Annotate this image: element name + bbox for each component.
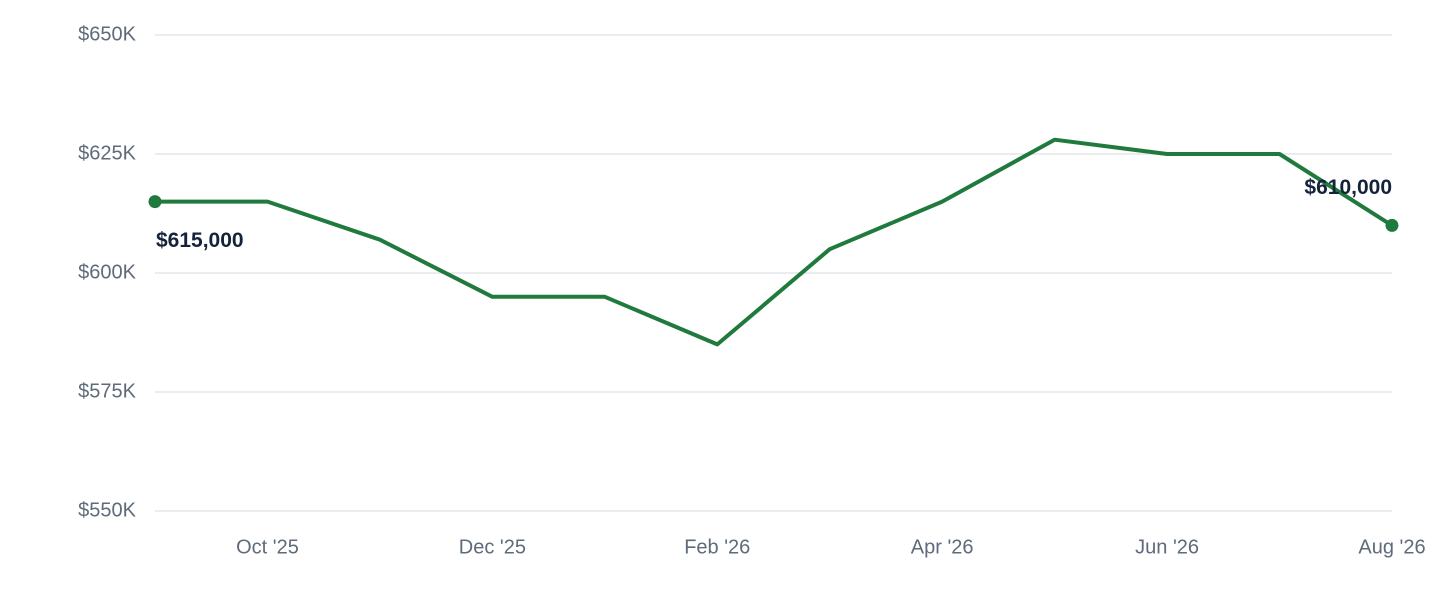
end-marker [1385,218,1399,232]
y-tick-label: $600K [78,261,136,283]
y-tick-label: $575K [78,380,136,402]
end-marker [148,195,162,209]
y-tick-label: $625K [78,142,136,164]
x-tick-label: Apr '26 [911,536,974,558]
y-tick-label: $650K [78,23,136,45]
x-tick-label: Jun '26 [1135,536,1199,558]
value-label: $610,000 [1304,176,1392,199]
line [155,137,1394,347]
x-tick-label: Feb '26 [684,536,750,558]
x-tick-label: Aug '26 [1358,536,1425,558]
x-tick-label: Oct '25 [236,536,299,558]
value-label: $615,000 [156,229,244,252]
x-tick-label: Dec '25 [459,536,526,558]
y-tick-label: $550K [78,499,136,521]
